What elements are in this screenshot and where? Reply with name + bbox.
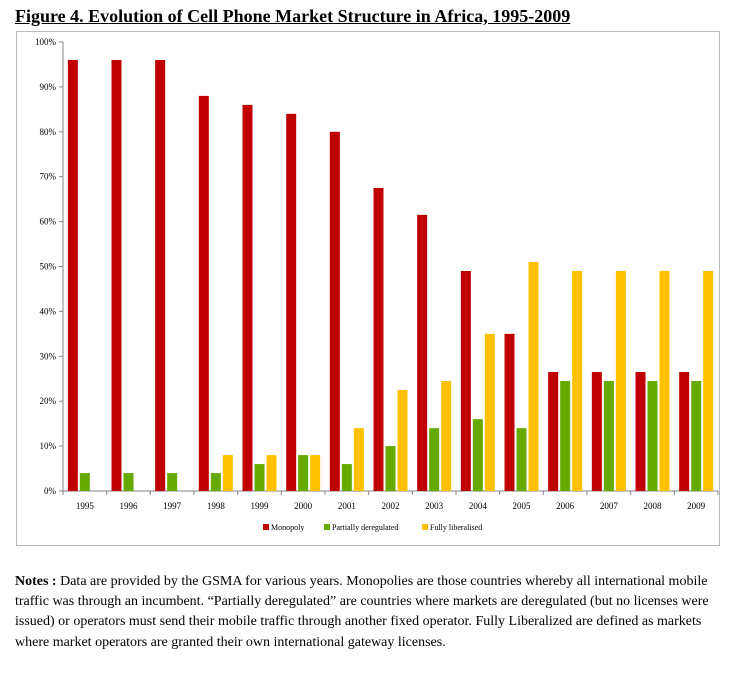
legend: Monopoly Partially deregulated Fully liber…	[263, 523, 482, 532]
y-tick-label: 60%	[40, 217, 57, 227]
bar-partially-deregulated-2004	[472, 419, 483, 491]
x-tick-label: 2004	[469, 501, 488, 511]
y-tick-label: 20%	[40, 396, 57, 406]
bar-fully-liberalised-2009	[703, 270, 714, 491]
bar-monopoly-2008	[635, 372, 646, 491]
bars	[67, 59, 714, 492]
bar-partially-deregulated-2006	[560, 380, 571, 491]
bar-monopoly-1995	[67, 59, 78, 492]
bar-partially-deregulated-2000	[298, 455, 309, 491]
bar-partially-deregulated-2003	[429, 428, 440, 491]
x-tick-label: 1997	[163, 501, 182, 511]
x-tick-label: 1998	[207, 501, 226, 511]
y-tick-label: 90%	[40, 82, 57, 92]
x-tick-label: 1996	[120, 501, 139, 511]
legend-swatch	[263, 524, 269, 530]
y-axis: 0% 10% 20% 30% 40% 50% 60% 70% 80% 90% 100%	[35, 37, 64, 496]
bar-monopoly-2009	[679, 372, 690, 491]
bar-partially-deregulated-2002	[385, 446, 396, 491]
bar-chart: 0%10%20%30%40%50%60%70%80%90%100% 1995 19…	[35, 37, 719, 532]
bar-fully-liberalised-2006	[572, 270, 583, 491]
bar-fully-liberalised-2001	[353, 428, 364, 491]
bar-partially-deregulated-1996	[123, 473, 134, 491]
bar-partially-deregulated-1998	[210, 473, 221, 491]
bar-monopoly-1997	[155, 59, 166, 492]
x-tick-label: 2001	[338, 501, 356, 511]
bar-partially-deregulated-2007	[603, 380, 614, 491]
x-tick-label: 2002	[382, 501, 400, 511]
bar-partially-deregulated-2005	[516, 428, 527, 491]
bar-fully-liberalised-2002	[397, 389, 408, 491]
bar-monopoly-2004	[460, 270, 471, 491]
bar-monopoly-1998	[198, 95, 209, 491]
notes-label: Notes :	[15, 574, 57, 589]
bar-fully-liberalised-1998	[222, 455, 233, 491]
bar-fully-liberalised-2003	[441, 380, 452, 491]
legend-swatch	[324, 524, 330, 530]
x-tick-label: 2008	[644, 501, 663, 511]
y-tick-label: 40%	[40, 306, 57, 316]
bar-partially-deregulated-2008	[647, 380, 658, 491]
y-tick-label: 70%	[40, 172, 57, 182]
legend-label: Partially deregulated	[332, 523, 398, 532]
y-tick-label: 10%	[40, 441, 57, 451]
bar-partially-deregulated-1999	[254, 464, 265, 491]
y-tick-label: 80%	[40, 127, 57, 137]
x-tick-label: 2005	[513, 501, 532, 511]
bar-fully-liberalised-2004	[484, 333, 495, 491]
bar-monopoly-2000	[286, 113, 297, 491]
bar-fully-liberalised-2007	[615, 270, 626, 491]
bar-fully-liberalised-2005	[528, 262, 539, 491]
y-tick-label: 100%	[35, 37, 57, 47]
x-tick-label: 2006	[556, 501, 575, 511]
x-tick-label: 2000	[294, 501, 313, 511]
bar-fully-liberalised-2000	[310, 455, 321, 491]
x-tick-label: 1999	[251, 501, 270, 511]
bar-fully-liberalised-2008	[659, 270, 670, 491]
notes: Notes : Data are provided by the GSMA fo…	[15, 572, 725, 653]
bar-monopoly-2002	[373, 187, 384, 492]
y-tick-label: 50%	[40, 262, 57, 272]
bar-monopoly-1999	[242, 104, 253, 492]
notes-text: Data are provided by the GSMA for variou…	[15, 574, 709, 650]
bar-monopoly-2003	[417, 214, 428, 492]
x-tick-label: 2009	[687, 501, 706, 511]
bar-partially-deregulated-1995	[79, 473, 90, 491]
bar-monopoly-2005	[504, 333, 515, 491]
y-tick-label: 0%	[44, 486, 57, 496]
x-tick-label: 1995	[76, 501, 95, 511]
x-tick-label: 2003	[425, 501, 444, 511]
bar-monopoly-2007	[591, 372, 602, 491]
x-tick-label: 2007	[600, 501, 619, 511]
bar-partially-deregulated-2001	[341, 464, 352, 491]
legend-label: Fully liberalised	[430, 523, 482, 532]
bar-partially-deregulated-2009	[691, 380, 702, 491]
legend-swatch	[422, 524, 428, 530]
y-tick-label: 30%	[40, 351, 57, 361]
x-axis: 1995 1996 1997 1998 1999 2000 2001 2002 2003 2004…	[62, 490, 719, 511]
legend-label: Monopoly	[271, 523, 304, 532]
figure-title: Figure 4. Evolution of Cell Phone Market…	[15, 6, 571, 26]
bar-partially-deregulated-1997	[167, 473, 178, 491]
bar-monopoly-1996	[111, 59, 122, 492]
bar-monopoly-2006	[548, 372, 559, 491]
chart-area: 0% 10% 20% 30% 40% 50% 60% 70% 80% 90% 100% 1995 19…	[16, 31, 720, 546]
bar-fully-liberalised-1999	[266, 455, 277, 491]
bar-monopoly-2001	[329, 131, 340, 492]
